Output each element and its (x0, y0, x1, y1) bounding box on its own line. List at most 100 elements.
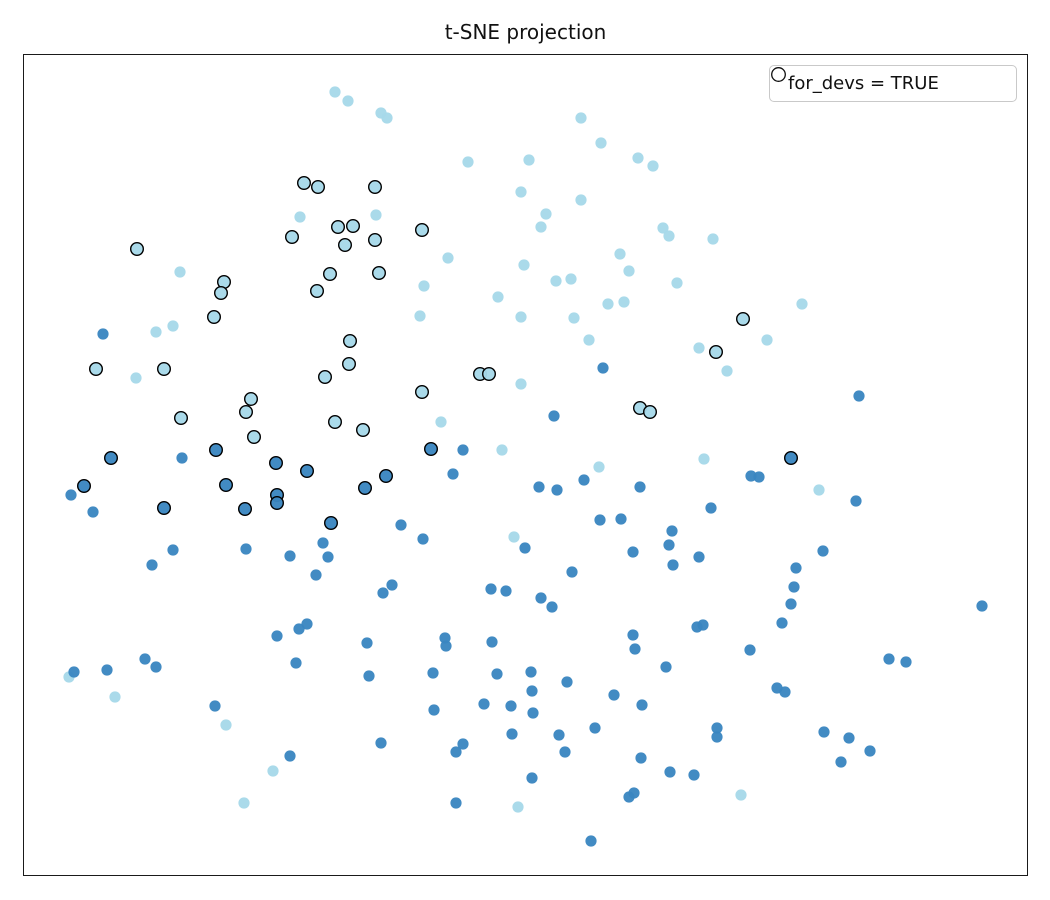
scatter-point (358, 481, 373, 496)
scatter-point (883, 653, 895, 665)
scatter-point (68, 666, 80, 678)
scatter-point (246, 430, 261, 445)
scatter-point (618, 296, 630, 308)
scatter-point (864, 745, 876, 757)
scatter-point (457, 738, 469, 750)
scatter-point (450, 746, 462, 758)
scatter-point (526, 685, 538, 697)
scatter-point (129, 241, 144, 256)
scatter-point (343, 334, 358, 349)
scatter-point (240, 543, 252, 555)
scatter-point (322, 551, 334, 563)
scatter-point (663, 539, 675, 551)
scatter-point (478, 698, 490, 710)
scatter-point (492, 291, 504, 303)
scatter-point (667, 559, 679, 571)
scatter-point (379, 469, 394, 484)
scatter-point (643, 405, 658, 420)
scatter-point (512, 801, 524, 813)
scatter-point (632, 152, 644, 164)
scatter-point (693, 551, 705, 563)
scatter-point (284, 550, 296, 562)
scatter-point (485, 583, 497, 595)
scatter-point (285, 229, 300, 244)
scatter-point (462, 156, 474, 168)
scatter-point (634, 481, 646, 493)
scatter-point (843, 732, 855, 744)
scatter-point (585, 835, 597, 847)
scatter-point (664, 766, 676, 778)
scatter-point (284, 750, 296, 762)
scatter-point (176, 452, 188, 464)
scatter-point (900, 656, 912, 668)
scatter-point (785, 598, 797, 610)
scatter-point (342, 95, 354, 107)
scatter-point (575, 112, 587, 124)
scatter-point (551, 484, 563, 496)
scatter-point (290, 657, 302, 669)
scatter-point (761, 334, 773, 346)
scatter-point (535, 592, 547, 604)
scatter-point (447, 468, 459, 480)
scatter-point (167, 320, 179, 332)
scatter-point (525, 666, 537, 678)
scatter-point (323, 266, 338, 281)
scatter-point (660, 661, 672, 673)
scatter-point (583, 334, 595, 346)
scatter-point (450, 797, 462, 809)
scatter-point (711, 731, 723, 743)
scatter-point (87, 506, 99, 518)
scatter-point (329, 86, 341, 98)
scatter-point (414, 310, 426, 322)
scatter-point (88, 362, 103, 377)
scatter-point (370, 209, 382, 221)
scatter-point (647, 160, 659, 172)
scatter-point (415, 222, 430, 237)
scatter-point (519, 542, 531, 554)
scatter-point (568, 312, 580, 324)
scatter-point (784, 451, 799, 466)
open-circle-icon (771, 67, 786, 82)
scatter-point (496, 444, 508, 456)
scatter-canvas (63, 86, 988, 847)
scatter-point (602, 298, 614, 310)
scatter-point (130, 372, 142, 384)
scatter-point (293, 623, 305, 635)
scatter-point (486, 636, 498, 648)
scatter-point (627, 546, 639, 558)
scatter-point (548, 410, 560, 422)
scatter-point (666, 525, 678, 537)
scatter-point (597, 362, 609, 374)
scatter-point (623, 265, 635, 277)
scatter-point (636, 699, 648, 711)
scatter-point (515, 186, 527, 198)
scatter-point (77, 479, 92, 494)
scatter-point (663, 230, 675, 242)
scatter-point (578, 474, 590, 486)
scatter-point (533, 481, 545, 493)
scatter-point (342, 357, 357, 372)
scatter-point (301, 618, 313, 630)
scatter-point (346, 218, 361, 233)
scatter-point (417, 533, 429, 545)
scatter-point (139, 653, 151, 665)
scatter-point (589, 722, 601, 734)
scatter-point (435, 416, 447, 428)
scatter-point (526, 772, 538, 784)
scatter-point (744, 644, 756, 656)
scatter-point (735, 789, 747, 801)
scatter-point (173, 411, 188, 426)
scatter-point (627, 629, 639, 641)
scatter-point (167, 544, 179, 556)
scatter-point (575, 194, 587, 206)
scatter-point (523, 154, 535, 166)
scatter-point (693, 342, 705, 354)
scatter-point (515, 311, 527, 323)
scatter-point (156, 362, 171, 377)
scatter-point (671, 277, 683, 289)
scatter-point (657, 222, 669, 234)
scatter-point (310, 283, 325, 298)
scatter-point (635, 752, 647, 764)
scatter-point (150, 326, 162, 338)
scatter-point (238, 405, 253, 420)
